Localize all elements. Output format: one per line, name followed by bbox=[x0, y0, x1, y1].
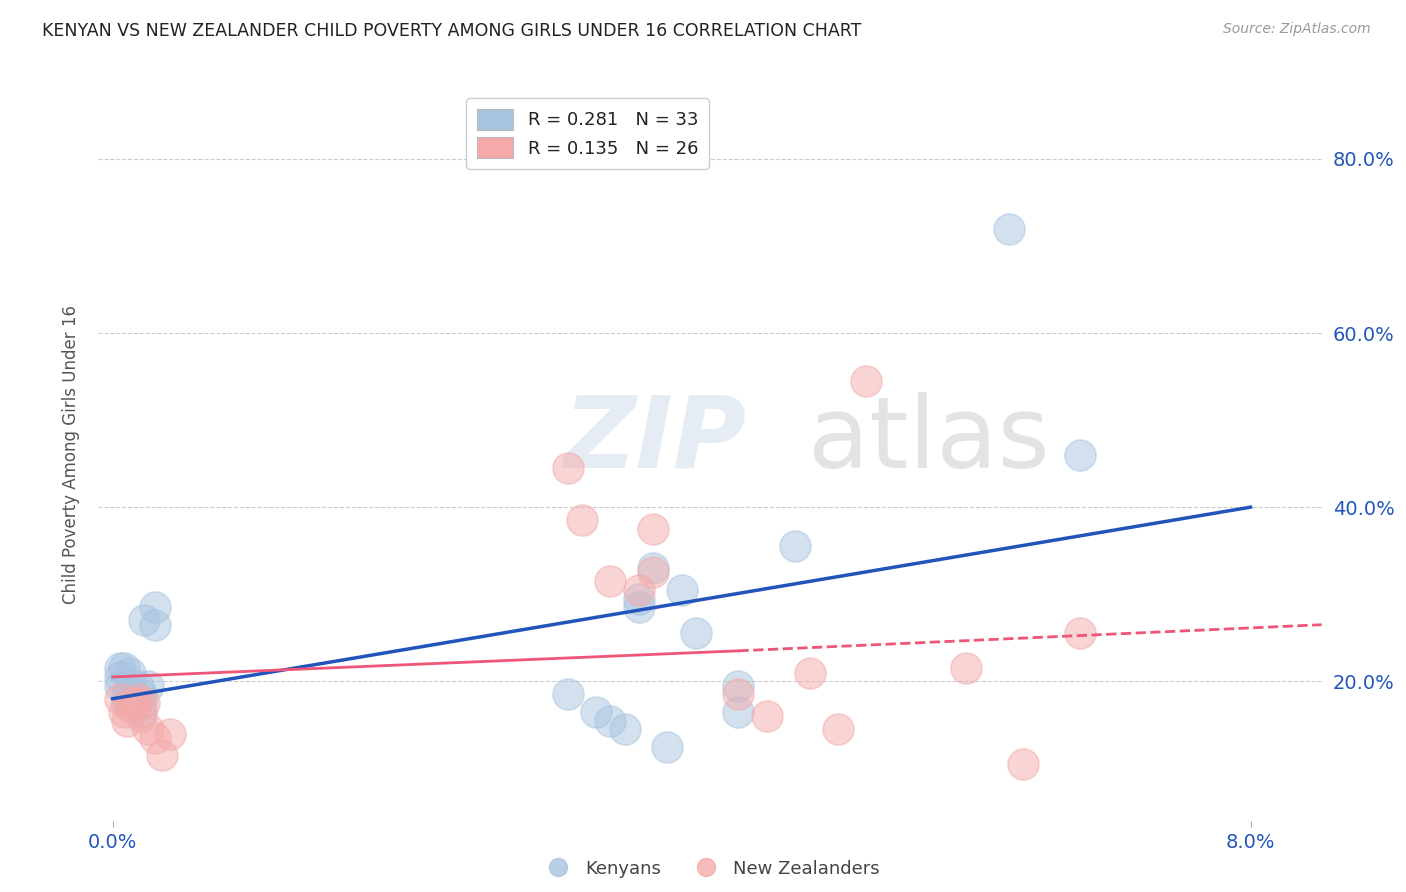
Point bbox=[1069, 626, 1091, 640]
Point bbox=[799, 665, 821, 680]
Point bbox=[115, 714, 138, 728]
Point bbox=[643, 566, 665, 580]
Point bbox=[827, 723, 849, 737]
Point bbox=[132, 613, 155, 627]
Point bbox=[1069, 448, 1091, 462]
Point bbox=[118, 683, 141, 698]
Text: atlas: atlas bbox=[808, 392, 1049, 489]
Point bbox=[955, 661, 977, 675]
Point bbox=[671, 582, 693, 597]
Point bbox=[571, 513, 593, 527]
Point bbox=[143, 617, 166, 632]
Point bbox=[585, 705, 607, 719]
Legend: Kenyans, New Zealanders: Kenyans, New Zealanders bbox=[533, 853, 887, 885]
Point bbox=[112, 705, 135, 719]
Point bbox=[112, 661, 135, 675]
Point bbox=[613, 723, 636, 737]
Point bbox=[108, 661, 131, 675]
Point bbox=[685, 626, 707, 640]
Point bbox=[129, 705, 152, 719]
Point bbox=[129, 696, 152, 710]
Point bbox=[129, 709, 152, 723]
Point bbox=[727, 679, 749, 693]
Point bbox=[627, 582, 650, 597]
Point bbox=[136, 679, 159, 693]
Point bbox=[755, 709, 778, 723]
Point bbox=[108, 691, 131, 706]
Y-axis label: Child Poverty Among Girls Under 16: Child Poverty Among Girls Under 16 bbox=[62, 305, 80, 605]
Point bbox=[129, 687, 152, 701]
Point bbox=[127, 679, 149, 693]
Point bbox=[627, 591, 650, 606]
Point bbox=[108, 670, 131, 684]
Point bbox=[118, 665, 141, 680]
Point bbox=[122, 696, 145, 710]
Point bbox=[136, 723, 159, 737]
Point bbox=[115, 696, 138, 710]
Point bbox=[152, 748, 174, 763]
Point bbox=[785, 539, 807, 553]
Point bbox=[557, 687, 579, 701]
Point bbox=[727, 687, 749, 701]
Point bbox=[132, 696, 155, 710]
Point bbox=[557, 461, 579, 475]
Point bbox=[108, 679, 131, 693]
Point bbox=[143, 600, 166, 615]
Point bbox=[1012, 757, 1035, 772]
Point bbox=[143, 731, 166, 745]
Point bbox=[997, 221, 1019, 235]
Point bbox=[159, 726, 181, 740]
Point bbox=[627, 600, 650, 615]
Point bbox=[855, 374, 877, 388]
Point bbox=[599, 714, 621, 728]
Point bbox=[127, 691, 149, 706]
Point bbox=[122, 687, 145, 701]
Point bbox=[643, 561, 665, 575]
Text: KENYAN VS NEW ZEALANDER CHILD POVERTY AMONG GIRLS UNDER 16 CORRELATION CHART: KENYAN VS NEW ZEALANDER CHILD POVERTY AM… bbox=[42, 22, 862, 40]
Point bbox=[727, 705, 749, 719]
Text: Source: ZipAtlas.com: Source: ZipAtlas.com bbox=[1223, 22, 1371, 37]
Point bbox=[599, 574, 621, 589]
Point bbox=[118, 700, 141, 714]
Point bbox=[122, 696, 145, 710]
Text: ZIP: ZIP bbox=[564, 392, 747, 489]
Point bbox=[643, 522, 665, 536]
Point bbox=[657, 739, 679, 754]
Point bbox=[115, 687, 138, 701]
